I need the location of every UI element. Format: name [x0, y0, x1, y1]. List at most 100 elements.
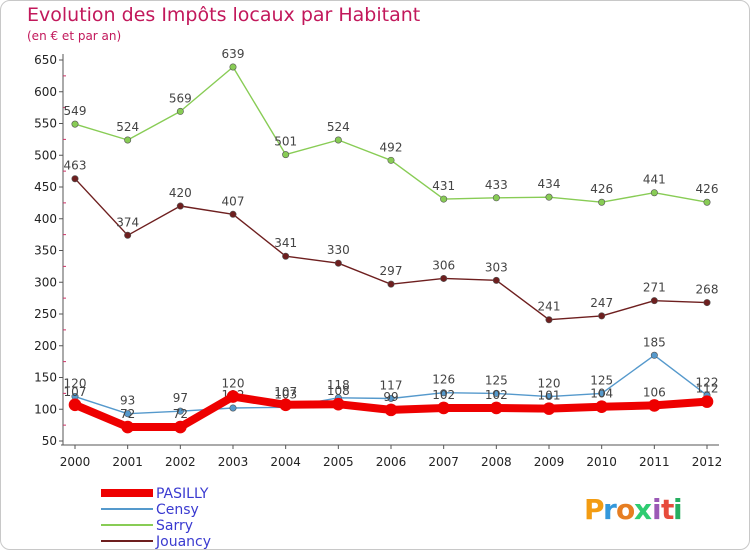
data-label-censy: 118 — [327, 378, 350, 392]
data-label-pasilly: 72 — [120, 407, 135, 421]
data-label-censy: 93 — [120, 394, 135, 408]
y-tick-label: 400 — [34, 212, 57, 226]
data-label-jouancy: 268 — [696, 283, 719, 297]
x-tick-label: 2004 — [270, 455, 301, 469]
data-label-sarry: 441 — [643, 173, 666, 187]
data-label-sarry: 524 — [116, 120, 139, 134]
x-tick-label: 2000 — [60, 455, 91, 469]
data-point-sarry — [282, 151, 290, 159]
x-tick-label: 2002 — [165, 455, 196, 469]
logo-letter: x — [634, 493, 652, 526]
data-label-censy: 97 — [173, 391, 188, 405]
data-point-jouancy — [598, 312, 606, 320]
data-label-censy: 120 — [538, 377, 561, 391]
data-label-jouancy: 306 — [432, 258, 455, 272]
data-point-pasilly — [542, 402, 556, 415]
data-label-jouancy: 374 — [116, 215, 139, 229]
logo-letter: o — [616, 493, 635, 526]
data-point-jouancy — [334, 259, 342, 267]
data-label-jouancy: 271 — [643, 281, 666, 295]
data-point-sarry — [492, 194, 500, 202]
data-label-sarry: 569 — [169, 91, 192, 105]
data-point-pasilly — [595, 400, 608, 414]
data-point-censy — [440, 389, 448, 397]
data-point-jouancy — [282, 252, 290, 260]
data-label-censy: 117 — [380, 378, 403, 392]
data-point-pasilly — [700, 395, 714, 408]
data-point-jouancy — [176, 202, 184, 210]
data-label-sarry: 639 — [222, 47, 245, 61]
plot-area: 463 374 420 407 341 330 297 306 303 241 247 271 268 5… — [64, 47, 719, 434]
x-tick-label: 2011 — [639, 455, 670, 469]
y-tick-label: 350 — [34, 244, 57, 258]
data-label-sarry: 433 — [485, 178, 508, 192]
data-point-censy — [545, 393, 553, 401]
legend-label-pasilly: PASILLY — [156, 486, 209, 502]
data-point-sarry — [440, 195, 448, 203]
y-tick-label: 300 — [34, 275, 57, 289]
data-point-jouancy — [545, 316, 553, 324]
data-label-sarry: 501 — [274, 135, 297, 149]
data-point-sarry — [650, 189, 658, 197]
data-label-censy: 185 — [643, 335, 666, 349]
axes: 50 100 150 200 250 300 350 400 450 500 550 600 650 20… — [34, 53, 722, 469]
data-label-pasilly: 106 — [643, 385, 666, 399]
data-label-sarry: 434 — [538, 177, 561, 191]
data-point-jouancy — [124, 231, 132, 239]
data-point-sarry — [545, 193, 553, 201]
y-tick-label: 250 — [34, 307, 57, 321]
data-label-censy: 125 — [590, 373, 613, 387]
data-point-censy — [598, 389, 606, 397]
data-point-pasilly — [437, 401, 450, 415]
data-label-sarry: 524 — [327, 120, 350, 134]
data-label-jouancy: 341 — [274, 236, 297, 250]
data-point-sarry — [176, 107, 184, 115]
logo-letter: r — [603, 493, 617, 526]
x-tick-label: 2006 — [376, 455, 407, 469]
data-label-censy: 125 — [485, 373, 508, 387]
data-label-censy: 126 — [432, 373, 455, 387]
data-label-sarry: 426 — [696, 182, 719, 196]
x-tick-label: 2012 — [692, 455, 723, 469]
data-point-jouancy — [229, 210, 237, 218]
x-tick-label: 2009 — [534, 455, 565, 469]
data-point-pasilly — [384, 403, 398, 417]
legend-label-jouancy: Jouancy — [155, 534, 211, 549]
y-tick-label: 500 — [34, 148, 57, 162]
logo-letter: t — [661, 493, 674, 526]
data-label-pasilly: 112 — [696, 382, 719, 396]
data-point-pasilly — [226, 390, 240, 403]
data-point-sarry — [334, 136, 342, 144]
data-point-jouancy — [492, 276, 500, 284]
logo-letter: i — [673, 493, 683, 526]
data-label-jouancy: 420 — [169, 186, 192, 200]
proxiti-logo: Pr ox i ti — [584, 493, 683, 526]
x-tick-label: 2007 — [428, 455, 459, 469]
data-point-sarry — [71, 120, 79, 128]
data-label-censy: 103 — [274, 387, 297, 401]
logo-letter: P — [584, 493, 605, 526]
data-point-sarry — [703, 198, 711, 206]
data-point-censy — [650, 351, 658, 359]
data-label-pasilly: 107 — [274, 385, 297, 399]
data-point-pasilly — [279, 398, 292, 412]
data-point-pasilly — [174, 420, 187, 434]
y-tick-label: 600 — [34, 85, 57, 99]
chart-subtitle: (en € et par an) — [27, 29, 122, 43]
data-point-jouancy — [703, 299, 711, 307]
y-tick-label: 650 — [34, 53, 57, 67]
data-label-pasilly: 107 — [64, 385, 87, 399]
data-label-pasilly: 99 — [383, 390, 398, 404]
data-label-pasilly: 120 — [222, 377, 245, 391]
y-tick-label: 450 — [34, 180, 57, 194]
data-point-pasilly — [490, 401, 503, 415]
data-point-censy — [176, 407, 184, 415]
y-tick-label: 550 — [34, 117, 57, 131]
y-tick-label: 200 — [34, 339, 57, 353]
data-point-censy — [124, 410, 132, 418]
data-point-jouancy — [71, 175, 79, 183]
data-point-pasilly — [68, 398, 82, 412]
data-label-censy: 120 — [64, 377, 87, 391]
